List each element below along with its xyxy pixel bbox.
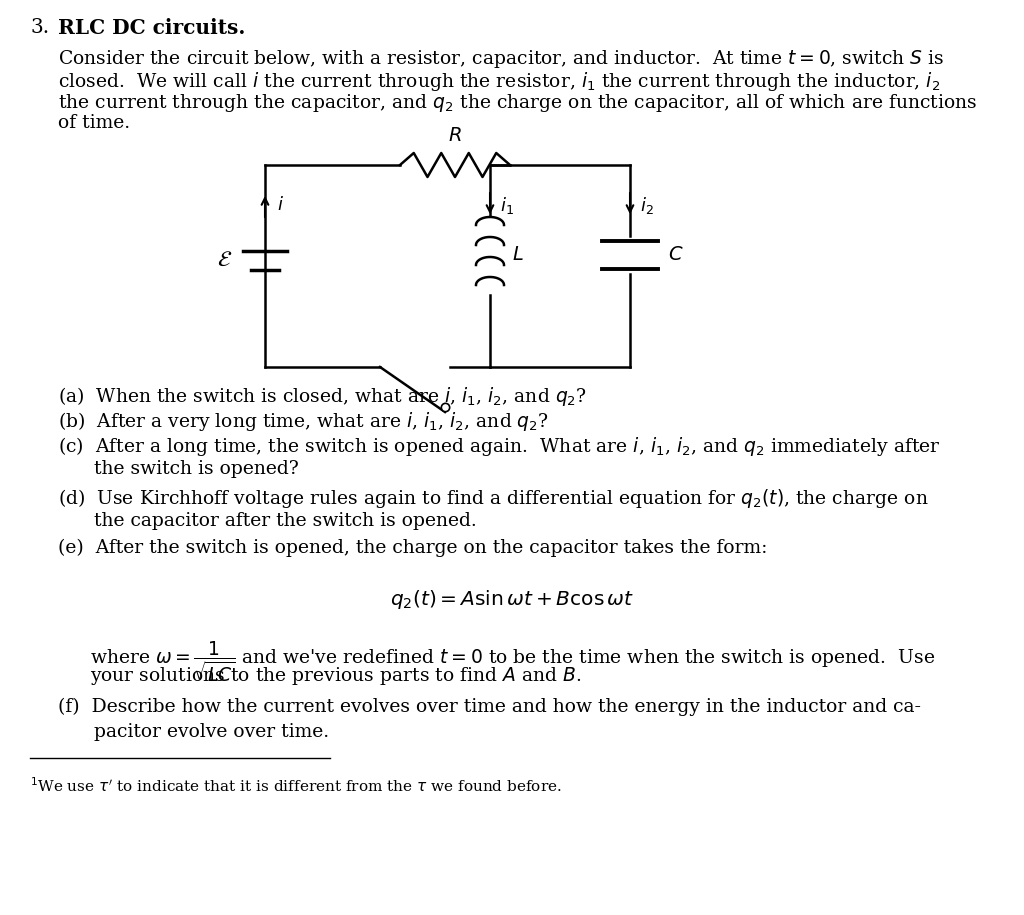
Text: pacitor evolve over time.: pacitor evolve over time.: [58, 723, 329, 741]
Text: $i$: $i$: [278, 196, 284, 214]
Text: closed.  We will call $i$ the current through the resistor, $i_1$ the current th: closed. We will call $i$ the current thr…: [58, 70, 940, 93]
Text: (a)  When the switch is closed, what are $i$, $i_1$, $i_2$, and $q_2$?: (a) When the switch is closed, what are …: [58, 385, 587, 408]
Text: $\mathcal{E}$: $\mathcal{E}$: [217, 249, 232, 271]
Text: (f)  Describe how the current evolves over time and how the energy in the induct: (f) Describe how the current evolves ove…: [58, 698, 921, 716]
Text: your solutions to the previous parts to find $A$ and $B$.: your solutions to the previous parts to …: [90, 665, 582, 687]
Text: (d)  Use Kirchhoff voltage rules again to find a differential equation for $q_2(: (d) Use Kirchhoff voltage rules again to…: [58, 487, 929, 510]
Text: ${}^{1}$We use $\tau'$ to indicate that it is different from the $\tau$ we found: ${}^{1}$We use $\tau'$ to indicate that …: [30, 776, 562, 795]
Text: 3.: 3.: [30, 18, 49, 37]
Text: (c)  After a long time, the switch is opened again.  What are $i$, $i_1$, $i_2$,: (c) After a long time, the switch is ope…: [58, 435, 941, 458]
Text: $i_1$: $i_1$: [500, 195, 514, 216]
Text: the current through the capacitor, and $q_2$ the charge on the capacitor, all of: the current through the capacitor, and $…: [58, 92, 977, 114]
Text: of time.: of time.: [58, 114, 130, 132]
Text: $i_2$: $i_2$: [640, 195, 653, 216]
Text: where $\omega = \dfrac{1}{\sqrt{LC}}$ and we've redefined $t = 0$ to be the time: where $\omega = \dfrac{1}{\sqrt{LC}}$ an…: [90, 640, 935, 684]
Text: $C$: $C$: [668, 246, 684, 264]
Text: the switch is opened?: the switch is opened?: [58, 460, 299, 478]
Text: $q_2(t) = A\sin\omega t + B\cos\omega t$: $q_2(t) = A\sin\omega t + B\cos\omega t$: [390, 588, 634, 611]
Text: the capacitor after the switch is opened.: the capacitor after the switch is opened…: [58, 512, 477, 530]
Text: Consider the circuit below, with a resistor, capacitor, and inductor.  At time $: Consider the circuit below, with a resis…: [58, 48, 944, 70]
Text: $R$: $R$: [449, 127, 462, 145]
Text: (e)  After the switch is opened, the charge on the capacitor takes the form:: (e) After the switch is opened, the char…: [58, 539, 767, 557]
Text: (b)  After a very long time, what are $i$, $i_1$, $i_2$, and $q_2$?: (b) After a very long time, what are $i$…: [58, 410, 549, 433]
Text: $L$: $L$: [512, 246, 523, 264]
Text: RLC DC circuits.: RLC DC circuits.: [58, 18, 246, 38]
